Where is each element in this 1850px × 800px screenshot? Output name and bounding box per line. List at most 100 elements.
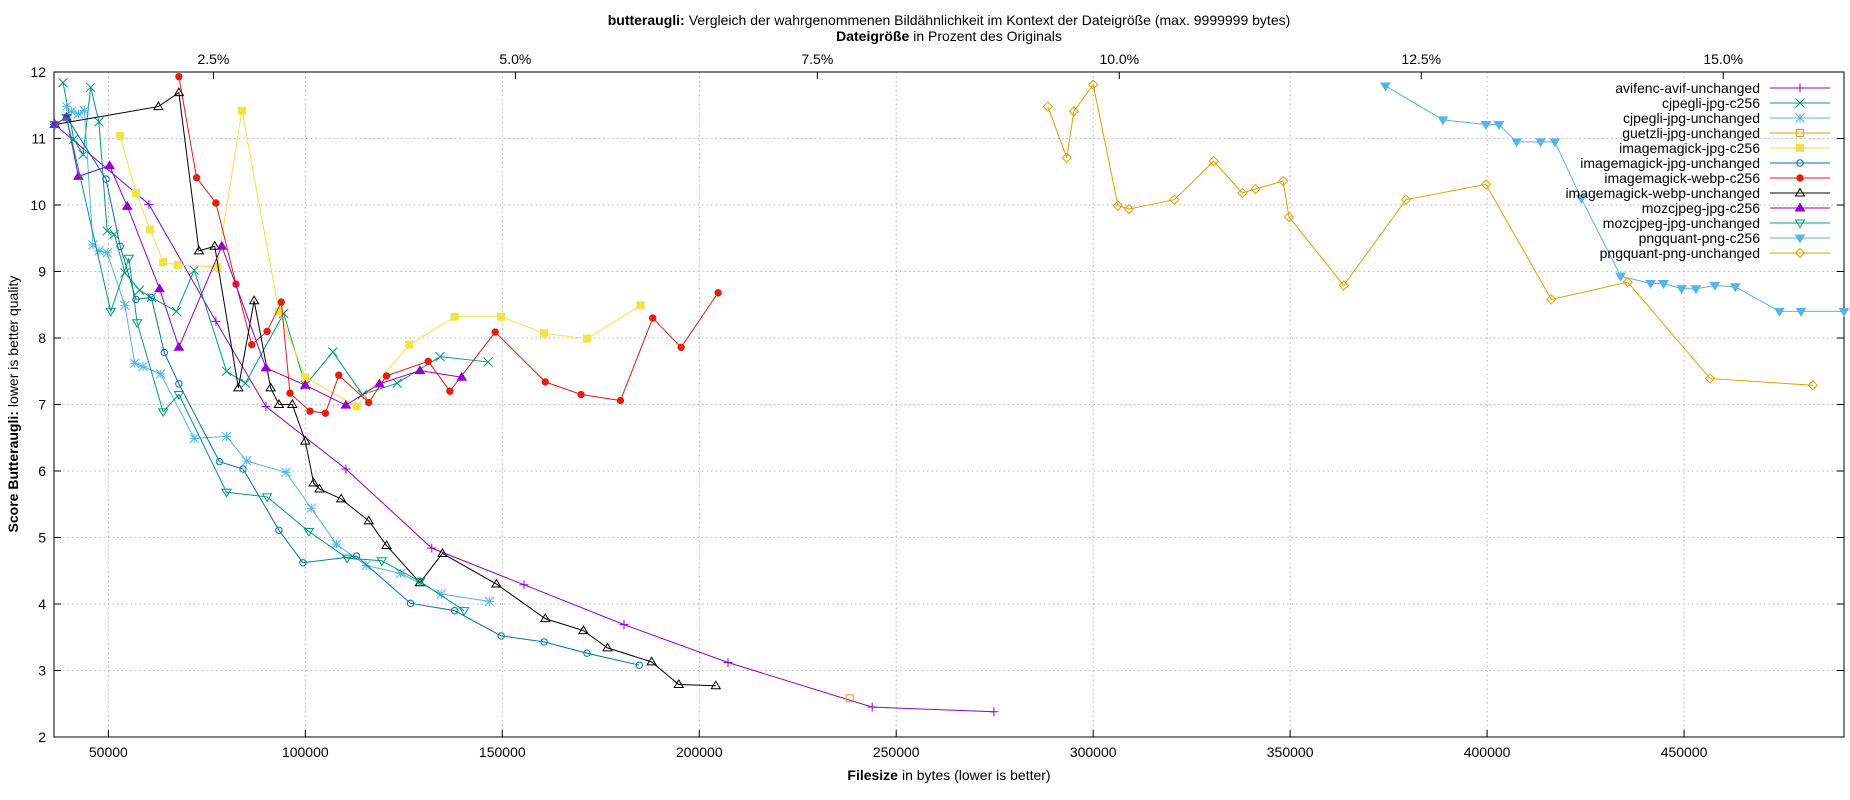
data-point xyxy=(102,175,110,183)
data-point xyxy=(677,343,685,352)
data-point xyxy=(286,389,294,397)
data-point xyxy=(58,77,68,88)
data-point xyxy=(78,149,89,160)
series-line xyxy=(54,116,465,612)
data-point xyxy=(49,121,61,131)
data-point xyxy=(456,371,468,381)
data-point xyxy=(373,378,385,388)
data-point xyxy=(121,200,133,210)
data-point xyxy=(175,72,183,81)
legend-label: mozcjpeg-jpg-c256 xyxy=(1642,200,1760,216)
data-point xyxy=(540,329,549,338)
data-point xyxy=(61,113,72,123)
data-point xyxy=(363,515,375,525)
data-point xyxy=(94,246,104,256)
data-point xyxy=(710,680,722,690)
data-point xyxy=(335,371,343,379)
legend-label: mozcjpeg-jpg-unchanged xyxy=(1603,215,1760,231)
data-point xyxy=(221,366,232,377)
data-point xyxy=(497,312,506,321)
data-point xyxy=(123,254,135,264)
data-point xyxy=(1676,285,1688,295)
data-point xyxy=(153,101,164,111)
data-point xyxy=(129,358,140,369)
legend-label: guetzli-jpg-unchanged xyxy=(1622,125,1760,141)
x-label-text: in bytes (lower is better) xyxy=(902,767,1051,783)
y-tick-label: 6 xyxy=(38,463,46,479)
data-point xyxy=(450,606,459,615)
data-point xyxy=(281,467,291,478)
data-point xyxy=(635,661,644,669)
legend-marker xyxy=(1795,83,1805,93)
series-line xyxy=(54,116,640,666)
legend-label: imagemagick-jpg-unchanged xyxy=(1580,155,1760,171)
data-point xyxy=(602,642,613,652)
data-point xyxy=(263,327,271,336)
data-point xyxy=(299,559,307,567)
subtitle-text: in Prozent des Originals xyxy=(913,28,1062,44)
data-point xyxy=(260,362,272,372)
x2-tick-label: 7.5% xyxy=(801,51,833,67)
data-point xyxy=(221,431,232,442)
data-point xyxy=(540,638,548,646)
data-point xyxy=(241,456,252,466)
y-tick-label: 12 xyxy=(30,64,46,80)
x2-tick-label: 12.5% xyxy=(1401,51,1441,67)
data-point xyxy=(144,199,154,209)
data-point xyxy=(147,293,155,302)
data-point xyxy=(239,465,247,473)
data-point xyxy=(331,539,342,550)
series-line xyxy=(54,116,462,406)
data-point xyxy=(414,365,426,375)
title-bold: butteraugli: xyxy=(608,12,685,28)
legend-label: cjpegli-jpg-c256 xyxy=(1662,95,1760,111)
data-point xyxy=(1400,194,1412,205)
data-point xyxy=(406,599,415,608)
x-tick-label: 350000 xyxy=(1267,744,1314,760)
data-point xyxy=(1380,82,1391,92)
data-point xyxy=(1709,281,1721,291)
legend-marker xyxy=(1795,98,1805,108)
data-point xyxy=(1615,272,1627,282)
data-point xyxy=(1658,279,1669,289)
data-point xyxy=(1622,276,1633,288)
data-point xyxy=(105,307,117,317)
data-point xyxy=(437,547,448,557)
data-point xyxy=(1087,79,1099,90)
data-point xyxy=(392,378,402,389)
data-point xyxy=(1112,200,1124,211)
legend-marker xyxy=(1795,113,1805,123)
data-point xyxy=(435,351,445,362)
data-point xyxy=(446,387,454,395)
data-point xyxy=(173,87,185,97)
legend-marker xyxy=(1796,174,1804,182)
data-point xyxy=(328,347,338,357)
data-point xyxy=(616,396,625,405)
data-point xyxy=(299,379,311,389)
data-point xyxy=(577,390,585,399)
data-point xyxy=(519,580,529,590)
legend-label: pngquant-png-c256 xyxy=(1639,230,1761,246)
x-tick-label: 250000 xyxy=(873,744,920,760)
data-point xyxy=(365,398,373,407)
data-point xyxy=(116,131,125,140)
y-tick-label: 2 xyxy=(38,729,46,745)
legend-marker xyxy=(1794,187,1806,197)
data-point xyxy=(1493,121,1505,131)
legend-label: pngquant-png-unchanged xyxy=(1600,245,1760,261)
data-point xyxy=(131,319,143,329)
data-point xyxy=(376,557,388,567)
x-tick-label: 400000 xyxy=(1464,744,1511,760)
data-point xyxy=(867,702,877,712)
legend-marker xyxy=(1794,202,1806,212)
data-point xyxy=(189,265,200,276)
data-point xyxy=(192,174,201,182)
x-tick-label: 200000 xyxy=(676,744,723,760)
data-point xyxy=(193,245,205,255)
y-tick-label: 9 xyxy=(38,264,46,280)
data-point xyxy=(490,578,502,588)
data-point xyxy=(134,285,145,295)
data-point xyxy=(85,82,96,93)
data-point xyxy=(361,560,371,571)
data-point xyxy=(1838,307,1850,317)
